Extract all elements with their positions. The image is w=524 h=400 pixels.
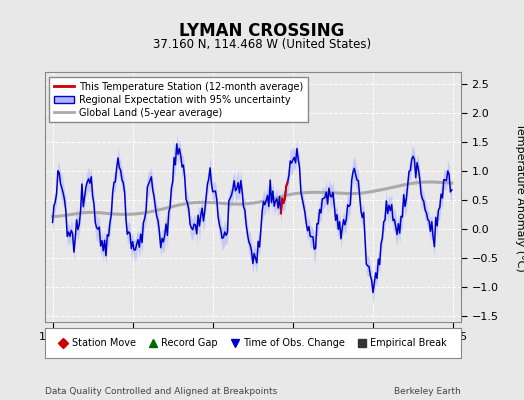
- Text: 37.160 N, 114.468 W (United States): 37.160 N, 114.468 W (United States): [153, 38, 371, 51]
- Text: LYMAN CROSSING: LYMAN CROSSING: [179, 22, 345, 40]
- Legend: Station Move, Record Gap, Time of Obs. Change, Empirical Break: Station Move, Record Gap, Time of Obs. C…: [56, 335, 450, 351]
- Text: Data Quality Controlled and Aligned at Breakpoints: Data Quality Controlled and Aligned at B…: [45, 387, 277, 396]
- Legend: This Temperature Station (12-month average), Regional Expectation with 95% uncer: This Temperature Station (12-month avera…: [49, 77, 308, 122]
- Y-axis label: Temperature Anomaly (°C): Temperature Anomaly (°C): [515, 123, 524, 271]
- Text: Berkeley Earth: Berkeley Earth: [395, 387, 461, 396]
